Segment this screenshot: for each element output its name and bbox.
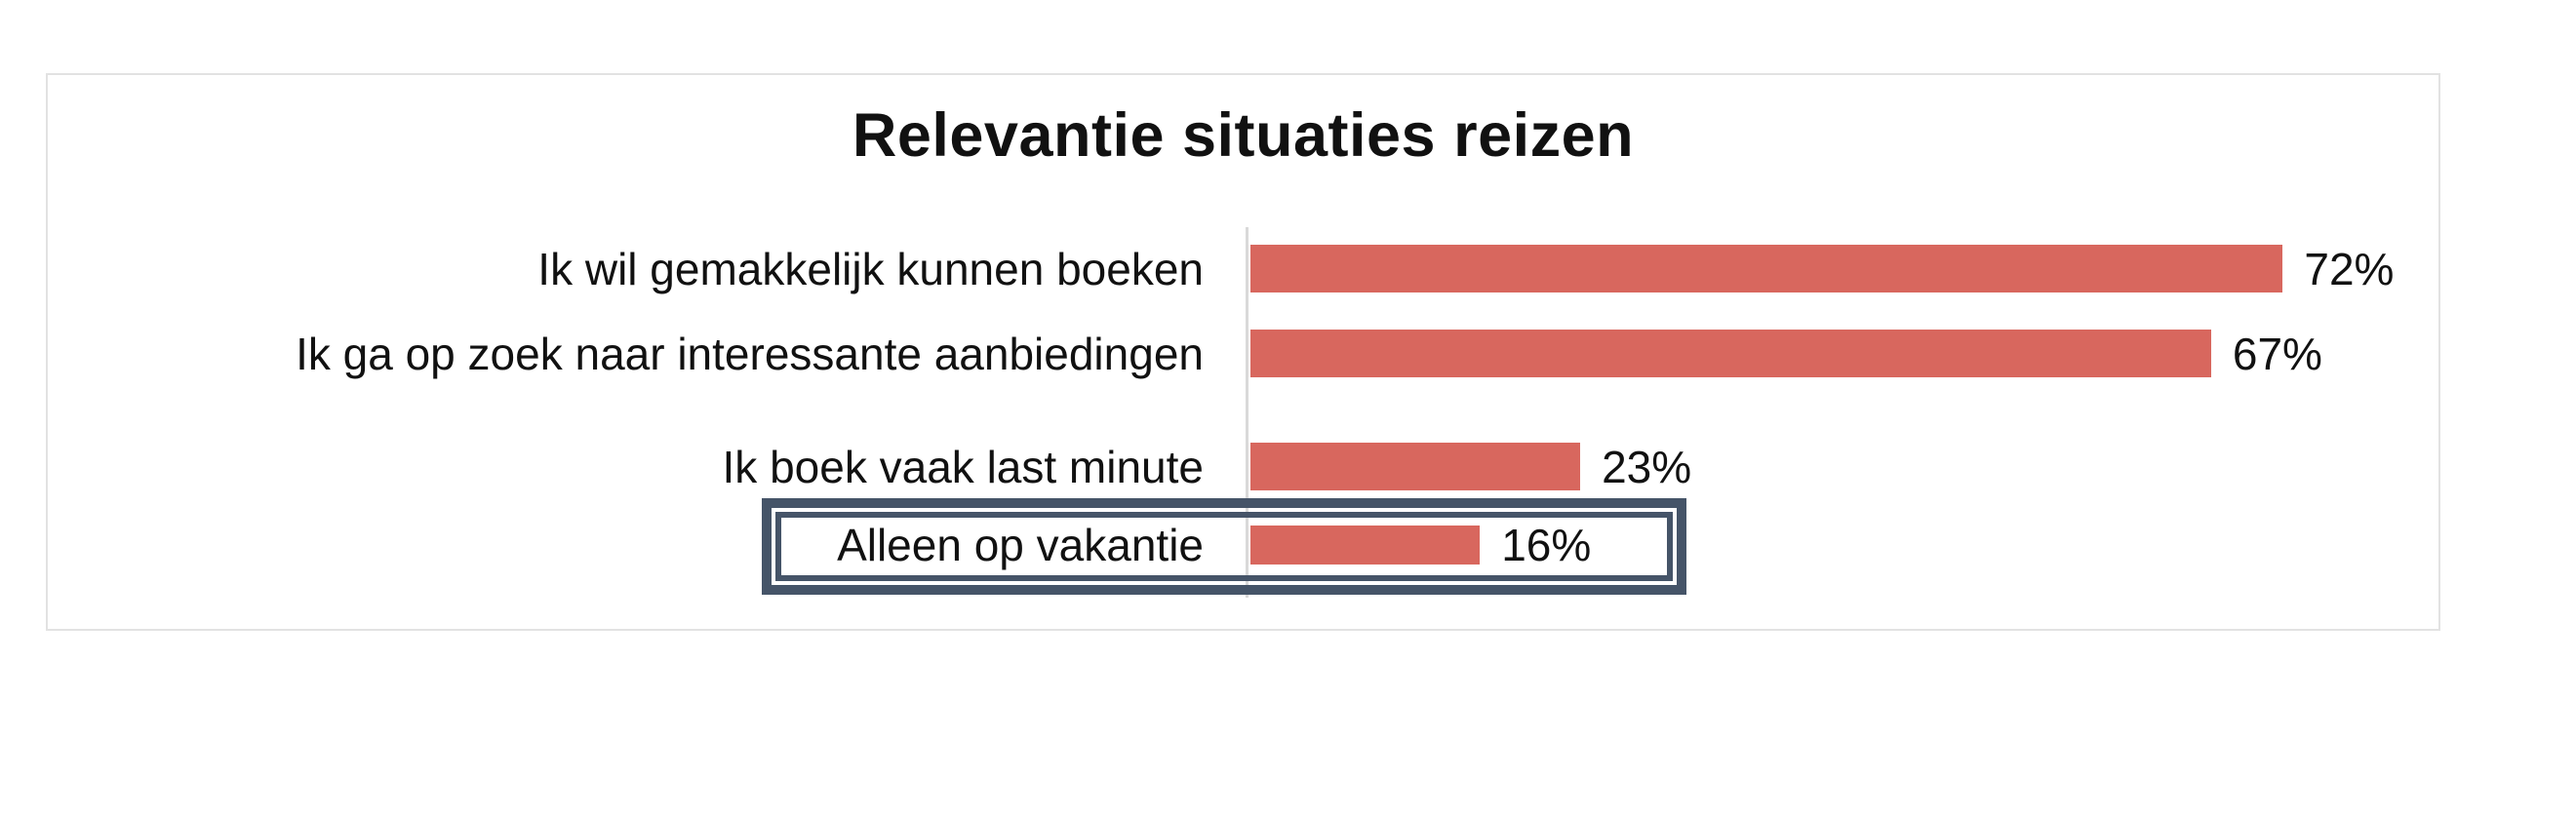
- bar: [1250, 443, 1581, 490]
- bar-row: Ik wil gemakkelijk kunnen boeken 72%: [48, 243, 2438, 294]
- value-label: 23%: [1602, 441, 1692, 492]
- bar-track: 67%: [1250, 328, 2576, 379]
- chart-card: Relevantie situaties reizen Ik wil gemak…: [46, 73, 2440, 631]
- value-label: 67%: [2232, 328, 2322, 379]
- bar: [1250, 245, 2283, 292]
- value-label: 72%: [2304, 243, 2395, 294]
- category-label: Alleen op vakantie: [837, 520, 1204, 570]
- bar: [1250, 330, 2211, 377]
- bar-track: 72%: [1250, 243, 2576, 294]
- category-label: Ik wil gemakkelijk kunnen boeken: [537, 243, 1204, 294]
- bar-track: 16%: [1250, 520, 2576, 570]
- bar-row-highlighted: Alleen op vakantie 16%: [48, 520, 2438, 570]
- category-label: Ik ga op zoek naar interessante aanbiedi…: [296, 328, 1204, 379]
- bar-row: Ik ga op zoek naar interessante aanbiedi…: [48, 328, 2438, 379]
- category-label: Ik boek vaak last minute: [722, 441, 1204, 492]
- category-axis-line: [1246, 227, 1248, 598]
- bar-track: 23%: [1250, 441, 2576, 492]
- bar-row: Ik boek vaak last minute 23%: [48, 441, 2438, 492]
- value-label: 16%: [1501, 520, 1592, 570]
- chart-title: Relevantie situaties reizen: [852, 101, 1635, 170]
- bar: [1250, 526, 1481, 565]
